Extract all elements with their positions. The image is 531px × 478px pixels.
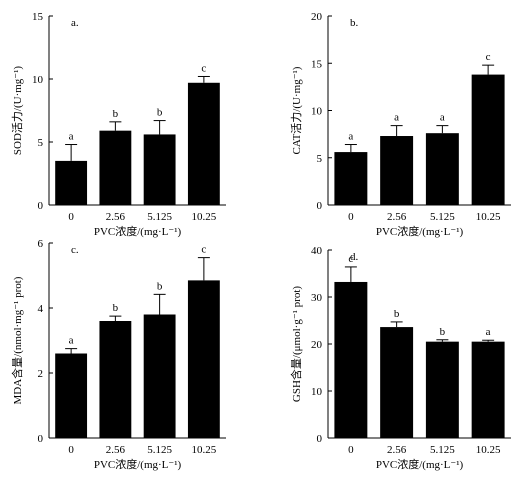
chart-panel-3: 0 2 4 6 a 0 b 2.56 b 5.125 c 10.25 c. PVC浓度/(mg·L⁻¹) M…: [10, 238, 226, 471]
significance-label: a: [69, 335, 74, 347]
y-tick-label: 6: [38, 238, 44, 250]
bar: [425, 341, 459, 438]
significance-label: a: [486, 326, 491, 338]
y-tick-label: 0: [38, 200, 44, 212]
significance-label: c: [348, 253, 353, 265]
x-tick-label: 5.125: [147, 444, 172, 456]
bar: [99, 321, 132, 438]
y-axis-title: SOD活力/(U·mg⁻¹): [11, 66, 24, 155]
bar: [187, 82, 220, 205]
x-axis-title: PVC浓度/(mg·L⁻¹): [376, 457, 464, 471]
y-tick-label: 0: [317, 200, 323, 212]
bar: [55, 353, 88, 438]
x-axis-title: PVC浓度/(mg·L⁻¹): [94, 457, 182, 471]
significance-label: b: [440, 326, 446, 338]
significance-label: a: [69, 131, 74, 143]
significance-label: b: [394, 308, 400, 320]
x-tick-label: 5.125: [430, 444, 455, 456]
bar: [99, 130, 132, 205]
bar: [334, 281, 368, 438]
significance-label: a: [348, 131, 353, 143]
y-axis-title: GSH含量/(μmol·g⁻¹ prot): [289, 286, 303, 402]
y-tick-label: 0: [38, 433, 44, 445]
y-tick-label: 15: [32, 11, 44, 23]
y-tick-label: 10: [311, 106, 323, 118]
bar: [55, 160, 88, 205]
y-axis-title: MDA含量/(nmol·mg⁻¹ prot): [10, 276, 24, 404]
bar: [380, 327, 414, 438]
panel-label: d.: [350, 251, 359, 263]
y-tick-label: 5: [317, 153, 323, 165]
x-tick-label: 5.125: [430, 211, 455, 223]
y-tick-label: 20: [311, 11, 323, 23]
significance-label: b: [157, 107, 163, 119]
significance-label: a: [394, 112, 399, 124]
y-tick-label: 4: [38, 303, 44, 315]
x-tick-label: 2.56: [387, 444, 407, 456]
bar: [143, 134, 176, 205]
y-tick-label: 20: [311, 339, 323, 351]
bar: [187, 280, 220, 438]
x-axis-title: PVC浓度/(mg·L⁻¹): [376, 224, 464, 238]
y-tick-label: 10: [32, 74, 44, 86]
significance-label: b: [113, 302, 119, 314]
y-axis-title: CAT活力/(U·mg⁻¹): [290, 66, 303, 154]
bar: [380, 136, 414, 205]
panel-label: c.: [71, 244, 79, 256]
panel-label: a.: [71, 17, 79, 29]
y-tick-label: 30: [311, 292, 323, 304]
significance-label: b: [157, 280, 163, 292]
x-tick-label: 10.25: [476, 444, 501, 456]
significance-label: a: [440, 112, 445, 124]
x-tick-label: 5.125: [147, 211, 172, 223]
bar: [334, 152, 368, 205]
chart-panel-2: 0 5 10 15 20 a 0 a 2.56 a 5.125 c 10.25 b. PVC浓度/(mg·L…: [290, 11, 511, 238]
bar: [471, 341, 505, 438]
panel-label: b.: [350, 17, 359, 29]
y-tick-label: 10: [311, 386, 323, 398]
y-tick-label: 5: [38, 137, 44, 149]
bar: [425, 133, 459, 205]
x-tick-label: 2.56: [106, 211, 126, 223]
x-tick-label: 0: [68, 211, 74, 223]
x-tick-label: 10.25: [476, 211, 501, 223]
y-tick-label: 40: [311, 245, 323, 257]
significance-label: c: [201, 244, 206, 256]
chart-panel-1: 0 5 10 15 a 0 b 2.56 b 5.125 c 10.25 a. PVC浓度/(mg·L⁻¹…: [11, 11, 226, 238]
significance-label: c: [201, 62, 206, 74]
significance-label: b: [113, 108, 119, 120]
y-tick-label: 0: [317, 433, 323, 445]
x-axis-title: PVC浓度/(mg·L⁻¹): [94, 224, 182, 238]
x-tick-label: 0: [68, 444, 74, 456]
bar: [471, 74, 505, 205]
x-tick-label: 10.25: [192, 211, 217, 223]
bar: [143, 314, 176, 438]
y-tick-label: 15: [311, 58, 323, 70]
chart-panel-4: 0 10 20 30 40 c 0 b 2.56 b 5.125 a 10.25 d. PVC浓度/(mg·…: [289, 245, 511, 471]
x-tick-label: 0: [348, 211, 354, 223]
x-tick-label: 10.25: [192, 444, 217, 456]
x-tick-label: 2.56: [387, 211, 407, 223]
y-tick-label: 2: [38, 368, 44, 380]
x-tick-label: 0: [348, 444, 354, 456]
significance-label: c: [486, 51, 491, 63]
x-tick-label: 2.56: [106, 444, 126, 456]
